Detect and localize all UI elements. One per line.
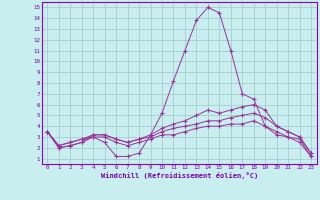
X-axis label: Windchill (Refroidissement éolien,°C): Windchill (Refroidissement éolien,°C) — [100, 172, 258, 179]
